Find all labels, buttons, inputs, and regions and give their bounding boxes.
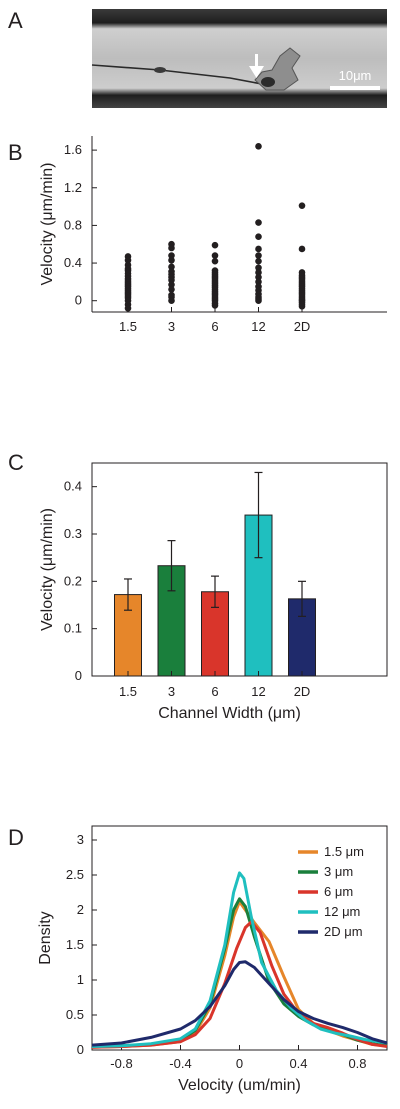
density-chart: 0 0.5 1 1.5 2 2.5 3 -0.8 -0.4 0 0.4 0.8 1.5 μm 3 μm 6 … — [66, 825, 388, 1071]
legend-label: 1.5 μm — [324, 844, 364, 859]
series-line — [91, 960, 388, 1047]
data-point — [255, 269, 262, 276]
x-tick-label: 0.8 — [348, 1056, 366, 1071]
data-point — [255, 143, 262, 150]
x-tick-label: -0.8 — [110, 1056, 132, 1071]
data-point — [211, 302, 219, 309]
scale-bar — [330, 86, 380, 90]
x-axis-title: Channel Width (μm) — [158, 705, 301, 722]
data-point — [168, 252, 175, 259]
bar-chart: 0 0.1 0.2 0.3 0.4 1.5 3 6 12 2D — [64, 462, 388, 699]
data-point — [124, 304, 132, 312]
data-point — [168, 276, 175, 284]
x-tick-label: 3 — [168, 319, 175, 334]
data-point — [255, 273, 262, 281]
y-tick-label: 0.4 — [64, 479, 82, 494]
x-tick-label: 2D — [294, 319, 311, 334]
plot-frame — [91, 462, 388, 677]
y-tick-label: 2 — [77, 902, 84, 917]
data-point — [255, 264, 262, 272]
data-point — [211, 257, 219, 265]
x-tick-label: 6 — [211, 319, 218, 334]
data-point — [124, 256, 132, 264]
x-tick-label: 3 — [168, 684, 175, 699]
legend-label: 3 μm — [324, 864, 353, 879]
x-tick-label: 1.5 — [119, 684, 137, 699]
x-tick-label: -0.4 — [169, 1056, 191, 1071]
y-tick-label: 1 — [77, 972, 84, 987]
data-point — [168, 263, 175, 271]
data-point — [211, 252, 219, 259]
x-tick-label: 12 — [251, 684, 265, 699]
data-point — [255, 219, 262, 226]
y-tick-label: 0.5 — [66, 1007, 84, 1022]
y-axis-title: Velocity (μm/min) — [39, 508, 56, 631]
data-point — [255, 245, 262, 253]
y-tick-label: 0 — [77, 1042, 84, 1057]
data-point — [298, 303, 306, 310]
data-point — [255, 297, 262, 305]
data-point — [298, 202, 306, 209]
y-tick-label: 1.2 — [64, 180, 82, 195]
series-line — [91, 897, 388, 1048]
x-tick-label: 2D — [294, 684, 311, 699]
data-point — [168, 281, 175, 289]
y-tick-label: 0.3 — [64, 526, 82, 541]
data-point — [211, 241, 219, 249]
y-tick-label: 2.5 — [66, 867, 84, 882]
data-point — [168, 297, 175, 305]
y-axis-title: Density — [37, 911, 54, 964]
y-tick-label: 0.1 — [64, 621, 82, 636]
series-line — [91, 920, 388, 1049]
y-tick-label: 1.6 — [64, 142, 82, 157]
panel-b-letter: B — [8, 140, 23, 165]
y-tick-label: 1.5 — [66, 937, 84, 952]
data-point — [168, 286, 175, 293]
x-tick-label: 12 — [251, 319, 265, 334]
y-axis-title: Velocity (μm/min) — [39, 162, 56, 285]
panel-a-letter: A — [8, 8, 23, 33]
panel-c-letter: C — [8, 450, 24, 475]
x-tick-label: 6 — [211, 684, 218, 699]
legend-label: 2D μm — [324, 924, 363, 939]
data-point — [255, 278, 262, 286]
micrograph: 10μm — [91, 9, 387, 108]
panel-d-letter: D — [8, 825, 24, 850]
data-point — [168, 256, 175, 264]
scale-bar-label: 10μm — [339, 68, 372, 83]
y-tick-label: 3 — [77, 832, 84, 847]
scatter-chart: 0 0.4 0.8 1.2 1.6 1.5 3 6 12 2D — [64, 136, 387, 334]
arrow-shaft — [255, 54, 258, 68]
y-tick-label: 0 — [75, 668, 82, 683]
x-tick-label: 0 — [236, 1056, 243, 1071]
x-axis-title: Velocity (um/min) — [178, 1077, 301, 1094]
x-tick-label: 1.5 — [119, 319, 137, 334]
data-point — [255, 233, 262, 241]
y-tick-label: 0.8 — [64, 217, 82, 232]
data-point — [168, 244, 175, 252]
x-tick-label: 0.4 — [289, 1056, 307, 1071]
data-point — [255, 257, 262, 265]
y-tick-label: 0 — [75, 293, 82, 308]
data-point — [298, 245, 306, 253]
legend-label: 12 μm — [324, 904, 360, 919]
y-tick-label: 0.4 — [64, 255, 82, 270]
series-line — [91, 871, 388, 1048]
y-tick-label: 0.2 — [64, 573, 82, 588]
data-point — [255, 252, 262, 259]
arrow-head — [249, 66, 264, 78]
legend-label: 6 μm — [324, 884, 353, 899]
